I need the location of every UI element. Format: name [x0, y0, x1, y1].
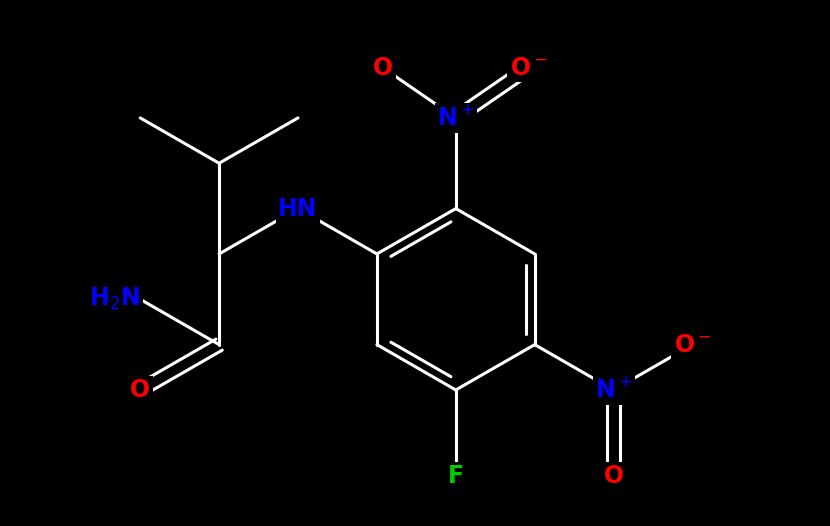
Text: O: O	[374, 56, 393, 80]
Text: O$^-$: O$^-$	[674, 332, 711, 357]
Text: O$^-$: O$^-$	[510, 56, 547, 80]
Text: HN: HN	[278, 197, 318, 220]
Text: O: O	[130, 378, 150, 402]
Text: O: O	[603, 464, 623, 488]
Text: H$_2$N: H$_2$N	[90, 286, 140, 312]
Text: N$^+$: N$^+$	[437, 105, 475, 130]
Text: N$^+$: N$^+$	[595, 378, 632, 402]
Text: F: F	[447, 464, 464, 488]
